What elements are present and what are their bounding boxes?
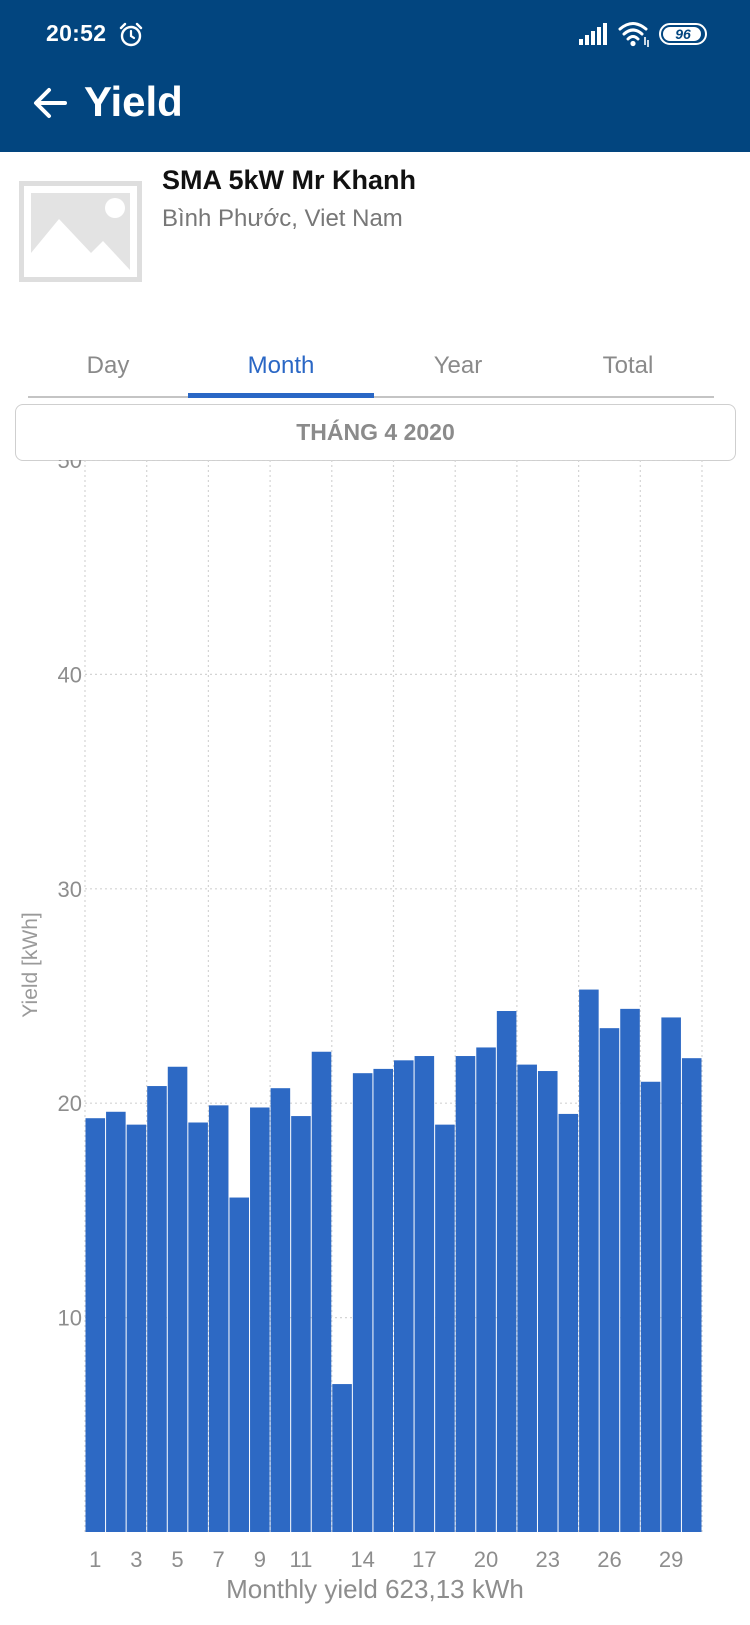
tab-month[interactable]: Month bbox=[188, 340, 374, 398]
period-selector[interactable]: THÁNG 4 2020 bbox=[15, 404, 736, 461]
bar-day-25 bbox=[579, 989, 599, 1532]
bar-day-3 bbox=[126, 1124, 147, 1532]
bar-day-12 bbox=[311, 1051, 332, 1532]
bar-day-17 bbox=[414, 1056, 435, 1532]
wifi-icon bbox=[618, 22, 649, 47]
bar-day-15 bbox=[373, 1068, 393, 1532]
bar-day-18 bbox=[435, 1124, 455, 1532]
tab-total[interactable]: Total bbox=[542, 340, 714, 398]
y-tick-label: 10 bbox=[58, 1306, 82, 1331]
battery-icon: 96 bbox=[659, 23, 707, 45]
app-bar: 20:52 96 Yield bbox=[0, 0, 750, 152]
plant-location: Bình Phước, Viet Nam bbox=[162, 205, 403, 232]
tab-year[interactable]: Year bbox=[374, 340, 542, 398]
period-label: THÁNG 4 2020 bbox=[296, 419, 455, 445]
y-tick-label: 20 bbox=[58, 1091, 82, 1116]
x-tick-label: 3 bbox=[130, 1547, 142, 1572]
bar-day-20 bbox=[476, 1047, 496, 1532]
bar-day-26 bbox=[599, 1028, 620, 1532]
bar-day-9 bbox=[250, 1107, 270, 1532]
bar-day-28 bbox=[640, 1081, 661, 1532]
x-tick-label: 5 bbox=[171, 1547, 183, 1572]
alarm-icon bbox=[119, 22, 143, 47]
x-tick-label: 11 bbox=[290, 1547, 313, 1572]
bar-day-13 bbox=[332, 1384, 352, 1532]
bar-day-6 bbox=[188, 1122, 208, 1532]
bar-day-27 bbox=[620, 1008, 640, 1532]
x-tick-label: 20 bbox=[474, 1547, 498, 1572]
page-title: Yield bbox=[84, 78, 183, 125]
battery-level: 96 bbox=[675, 26, 691, 42]
x-tick-label: 9 bbox=[254, 1547, 266, 1572]
status-time: 20:52 bbox=[46, 20, 107, 46]
bar-day-24 bbox=[558, 1113, 579, 1532]
bar-day-10 bbox=[270, 1088, 291, 1532]
x-tick-label: 29 bbox=[659, 1547, 683, 1572]
tab-day[interactable]: Day bbox=[28, 340, 188, 398]
bar-day-21 bbox=[496, 1011, 517, 1532]
image-placeholder-icon bbox=[19, 181, 142, 282]
bar-day-1 bbox=[85, 1118, 106, 1532]
bar-day-4 bbox=[147, 1086, 167, 1532]
chart-bars bbox=[85, 989, 702, 1532]
bar-day-11 bbox=[291, 1116, 311, 1532]
bar-day-23 bbox=[537, 1071, 558, 1532]
monthly-yield-summary: Monthly yield 623,13 kWh bbox=[226, 1574, 524, 1604]
back-arrow-icon[interactable] bbox=[32, 86, 68, 120]
bar-day-16 bbox=[394, 1060, 414, 1532]
x-tick-label: 14 bbox=[350, 1547, 374, 1572]
yield-bar-chart: 10 20 30 40 50 1 3 5 7 9 11 14 17 20 23 26 29 Yield [kWh… bbox=[19, 460, 703, 1604]
bar-day-22 bbox=[517, 1064, 537, 1532]
tab-month-label: Month bbox=[247, 352, 315, 379]
bar-day-29 bbox=[661, 1017, 681, 1532]
chart-labels: 10 20 30 40 50 1 3 5 7 9 11 14 17 20 23 26 29 bbox=[58, 460, 684, 1572]
bar-day-5 bbox=[167, 1066, 188, 1532]
bar-day-2 bbox=[106, 1111, 126, 1532]
x-tick-label: 26 bbox=[597, 1547, 621, 1572]
bar-day-19 bbox=[455, 1056, 476, 1532]
bar-day-7 bbox=[208, 1105, 229, 1532]
signal-icon bbox=[579, 23, 607, 45]
y-tick-label: 50 bbox=[58, 460, 82, 473]
x-tick-label: 17 bbox=[412, 1547, 436, 1572]
bar-day-30 bbox=[681, 1058, 702, 1532]
tab-day-label: Day bbox=[86, 352, 130, 379]
x-tick-label: 23 bbox=[536, 1547, 560, 1572]
tab-year-label: Year bbox=[433, 352, 483, 379]
chart-grid bbox=[84, 460, 703, 1532]
period-tabs: Day Month Year Total bbox=[28, 340, 722, 398]
bar-day-8 bbox=[229, 1197, 250, 1532]
x-tick-label: 7 bbox=[213, 1547, 225, 1572]
x-tick-label: 1 bbox=[89, 1547, 101, 1572]
y-tick-label: 40 bbox=[58, 662, 82, 687]
plant-name: SMA 5kW Mr Khanh bbox=[162, 165, 417, 195]
tab-total-label: Total bbox=[602, 352, 654, 379]
bar-day-14 bbox=[352, 1073, 373, 1532]
y-tick-label: 30 bbox=[58, 877, 82, 902]
y-axis-title: Yield [kWh] bbox=[19, 912, 42, 1017]
